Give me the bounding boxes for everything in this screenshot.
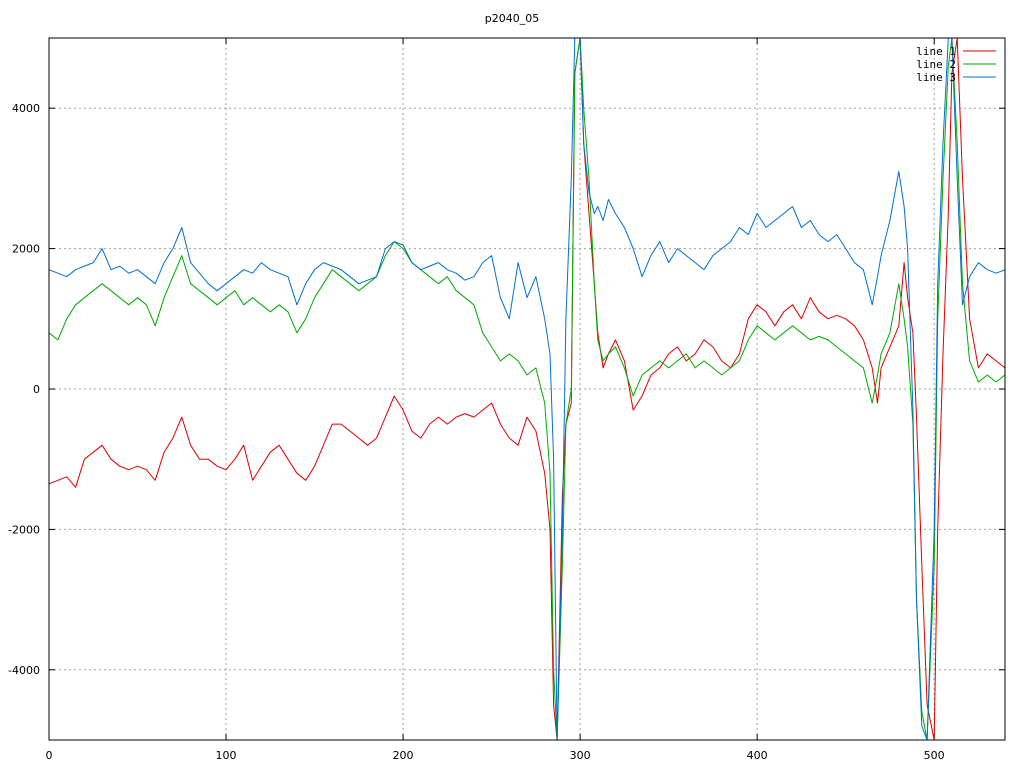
series-line-line-1 [49,38,1005,740]
x-tick-label: 200 [393,749,414,762]
x-tick-label: 500 [924,749,945,762]
x-tick-label: 100 [216,749,237,762]
legend-label: line 3 [916,71,956,84]
x-tick-label: 300 [570,749,591,762]
x-tick-label: 400 [747,749,768,762]
y-tick-label: 4000 [12,102,40,115]
y-tick-label: 0 [33,383,40,396]
x-tick-label: 0 [46,749,53,762]
plot-frame [48,37,1006,741]
chart-title: p2040_05 [485,12,539,25]
ticks: 0 100 200 300 400 500 -4000 -2000 0 2000 4000 [8,38,1005,762]
series-line-line-2 [49,38,1005,740]
legend-label: line 2 [916,58,956,71]
y-tick-label: -2000 [8,523,40,536]
series-group [49,38,1005,740]
series-line-line-3 [49,38,1005,740]
legend-label: line 1 [916,45,956,58]
y-tick-label: -4000 [8,664,40,677]
grid [49,38,1005,740]
y-tick-label: 2000 [12,243,40,256]
